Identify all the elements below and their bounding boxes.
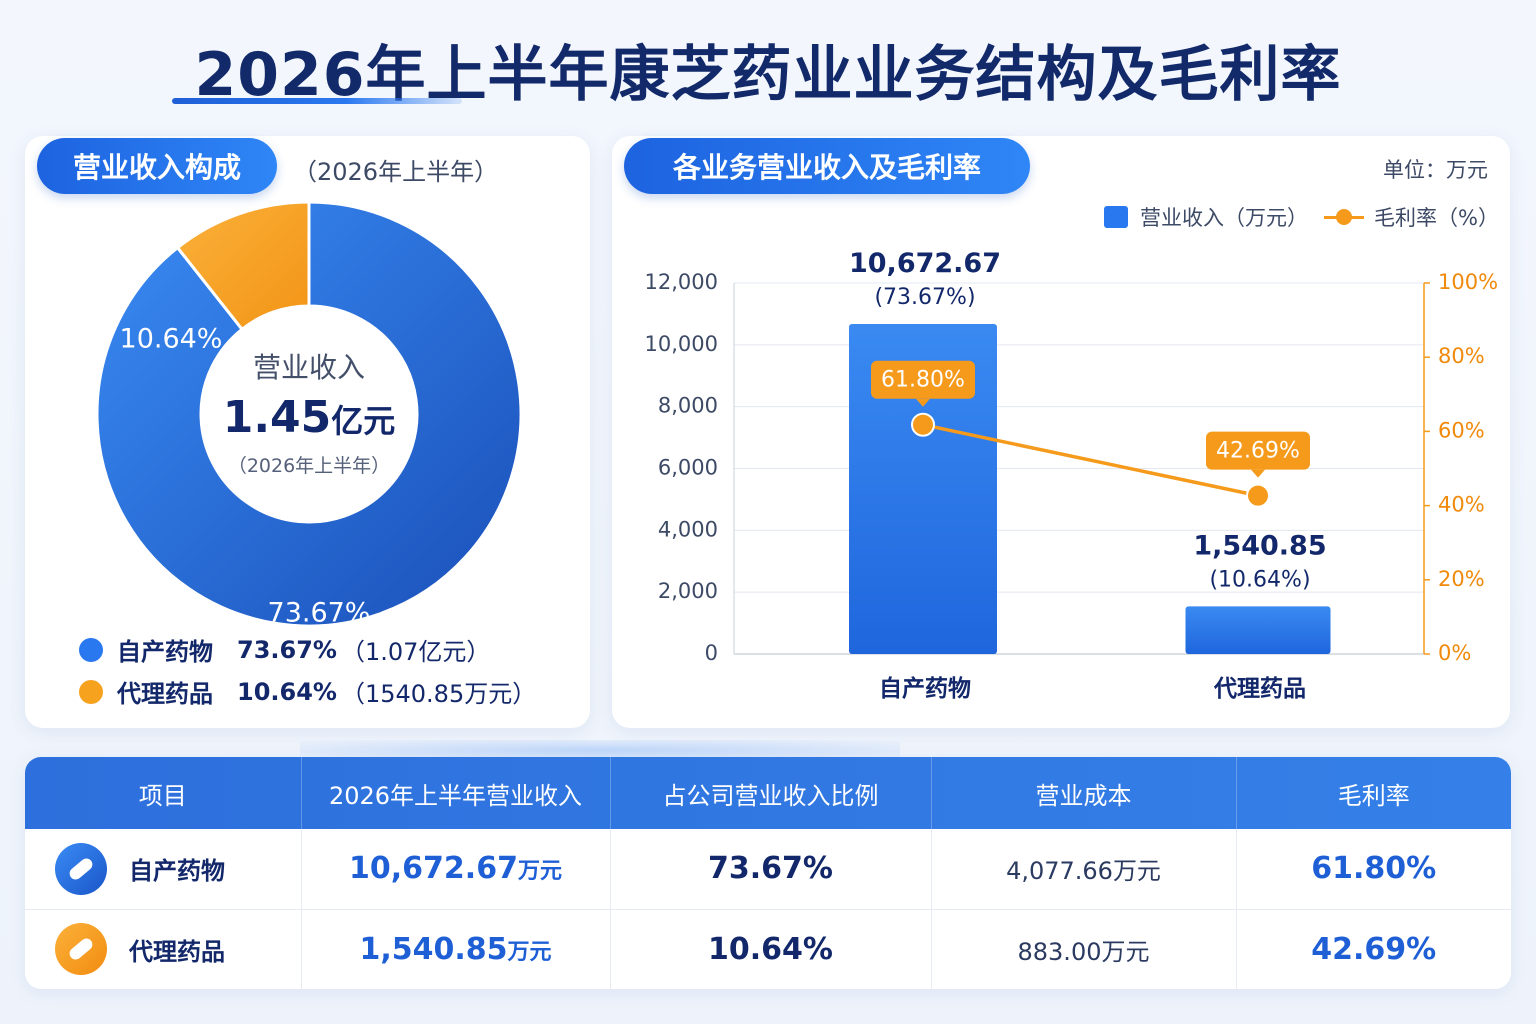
- legend-dot-blue: [79, 637, 103, 662]
- unit-label: 单位：万元: [1383, 158, 1488, 182]
- donut-chart: 73.67% 10.64%: [97, 202, 521, 626]
- y-tick-label: 10,000: [645, 332, 718, 356]
- legend-margin: 毛利率（%）: [1324, 202, 1499, 232]
- margin-line: [922, 423, 1259, 498]
- donut-slice: [175, 202, 311, 332]
- row-share: 73.67%: [708, 851, 833, 887]
- x-tick-label: 代理药品: [1213, 676, 1306, 702]
- y2-tick-label: 40%: [1438, 493, 1485, 517]
- revenue-composition-card: 营业收入构成 （2026年上半年） 73.67% 10.64% 营业收入 1.45…: [25, 136, 590, 728]
- y-tick-label: 4,000: [658, 517, 718, 541]
- business-revenue-heading: 各业务营业收入及毛利率: [624, 138, 1030, 194]
- row-revenue: 10,672.67万元: [349, 851, 562, 887]
- legend-item-agency: 代理药品 10.64% （1540.85万元）: [79, 674, 536, 709]
- revenue-composition-period: （2026年上半年）: [293, 158, 499, 186]
- y-tick-label: 2,000: [658, 579, 718, 603]
- row-share: 10.64%: [708, 931, 833, 967]
- legend-revenue: 营业收入（万元）: [1104, 202, 1308, 232]
- y2-tick-label: 0%: [1438, 641, 1471, 665]
- donut-slice: [97, 202, 521, 626]
- row-cost: 883.00万元: [1017, 937, 1150, 966]
- capsule-icon: [55, 923, 107, 976]
- row-item-name: 自产药物: [129, 857, 225, 886]
- bar-value-label: 10,672.67: [849, 248, 1001, 279]
- y-tick-label: 0: [705, 641, 718, 665]
- row-margin: 42.69%: [1311, 931, 1437, 967]
- legend-dot-orange: [79, 679, 103, 704]
- y-tick-label: 12,000: [645, 270, 718, 294]
- margin-label-pointer: [1251, 469, 1265, 478]
- y2-tick-label: 100%: [1438, 270, 1498, 294]
- bar-share-label: (73.67%): [874, 285, 975, 310]
- bar: [1185, 606, 1331, 654]
- row-cost: 4,077.66万元: [1006, 857, 1161, 886]
- y2-tick-label: 60%: [1438, 418, 1485, 442]
- row-margin: 61.80%: [1311, 851, 1437, 887]
- header-cost: 营业成本: [931, 757, 1237, 829]
- legend-item-self-produced: 自产药物 73.67% （1.07亿元）: [79, 632, 490, 667]
- margin-point: [911, 412, 935, 437]
- y2-tick-label: 20%: [1438, 567, 1485, 591]
- table-top-glow: [300, 740, 900, 760]
- margin-value-label: 42.69%: [1216, 439, 1300, 464]
- table-header-row: 项目 2026年上半年营业收入 占公司营业收入比例 营业成本 毛利率: [25, 757, 1511, 829]
- business-revenue-margin-card: 各业务营业收入及毛利率 单位：万元 营业收入（万元） 毛利率（%） 10,672…: [612, 136, 1510, 728]
- margin-label-pointer: [916, 398, 930, 407]
- bar: [849, 324, 997, 654]
- legend-bar-swatch: [1104, 206, 1128, 228]
- y2-tick-label: 80%: [1438, 344, 1485, 368]
- y-tick-label: 8,000: [658, 394, 718, 418]
- margin-value-label: 61.80%: [881, 368, 965, 393]
- summary-table: 项目 2026年上半年营业收入 占公司营业收入比例 营业成本 毛利率 自产药物 …: [25, 757, 1511, 989]
- header-share: 占公司营业收入比例: [610, 757, 932, 829]
- x-tick-label: 自产药物: [879, 675, 971, 702]
- donut-slice-label: 10.64%: [120, 324, 223, 355]
- header-margin: 毛利率: [1337, 781, 1410, 810]
- legend-line-swatch: [1324, 206, 1364, 228]
- margin-point: [1246, 483, 1270, 508]
- capsule-icon: [55, 842, 107, 895]
- margin-label-box: [1206, 431, 1310, 470]
- y-tick-label: 6,000: [658, 456, 718, 480]
- donut-slice-label: 73.67%: [268, 598, 371, 627]
- bar-value-label: 1,540.85: [1193, 530, 1326, 561]
- revenue-composition-heading: 营业收入构成: [37, 138, 277, 194]
- row-revenue: 1,540.85万元: [359, 931, 552, 967]
- row-item-name: 代理药品: [129, 937, 225, 966]
- header-item: 项目: [25, 757, 302, 829]
- title-underline: [172, 98, 462, 104]
- header-revenue: 2026年上半年营业收入: [301, 757, 611, 829]
- margin-label-box: [871, 360, 975, 399]
- table-row: 自产药物 10,672.67万元 73.67% 4,077.66万元 61.80…: [25, 829, 1511, 910]
- bar-line-chart: 10,672.67 (73.67%) 1,540.85 (10.64%) 61.80%…: [645, 248, 1499, 702]
- table-row: 代理药品 1,540.85万元 10.64% 883.00万元 42.69%: [25, 909, 1511, 989]
- bar-share-label: (10.64%): [1209, 567, 1310, 592]
